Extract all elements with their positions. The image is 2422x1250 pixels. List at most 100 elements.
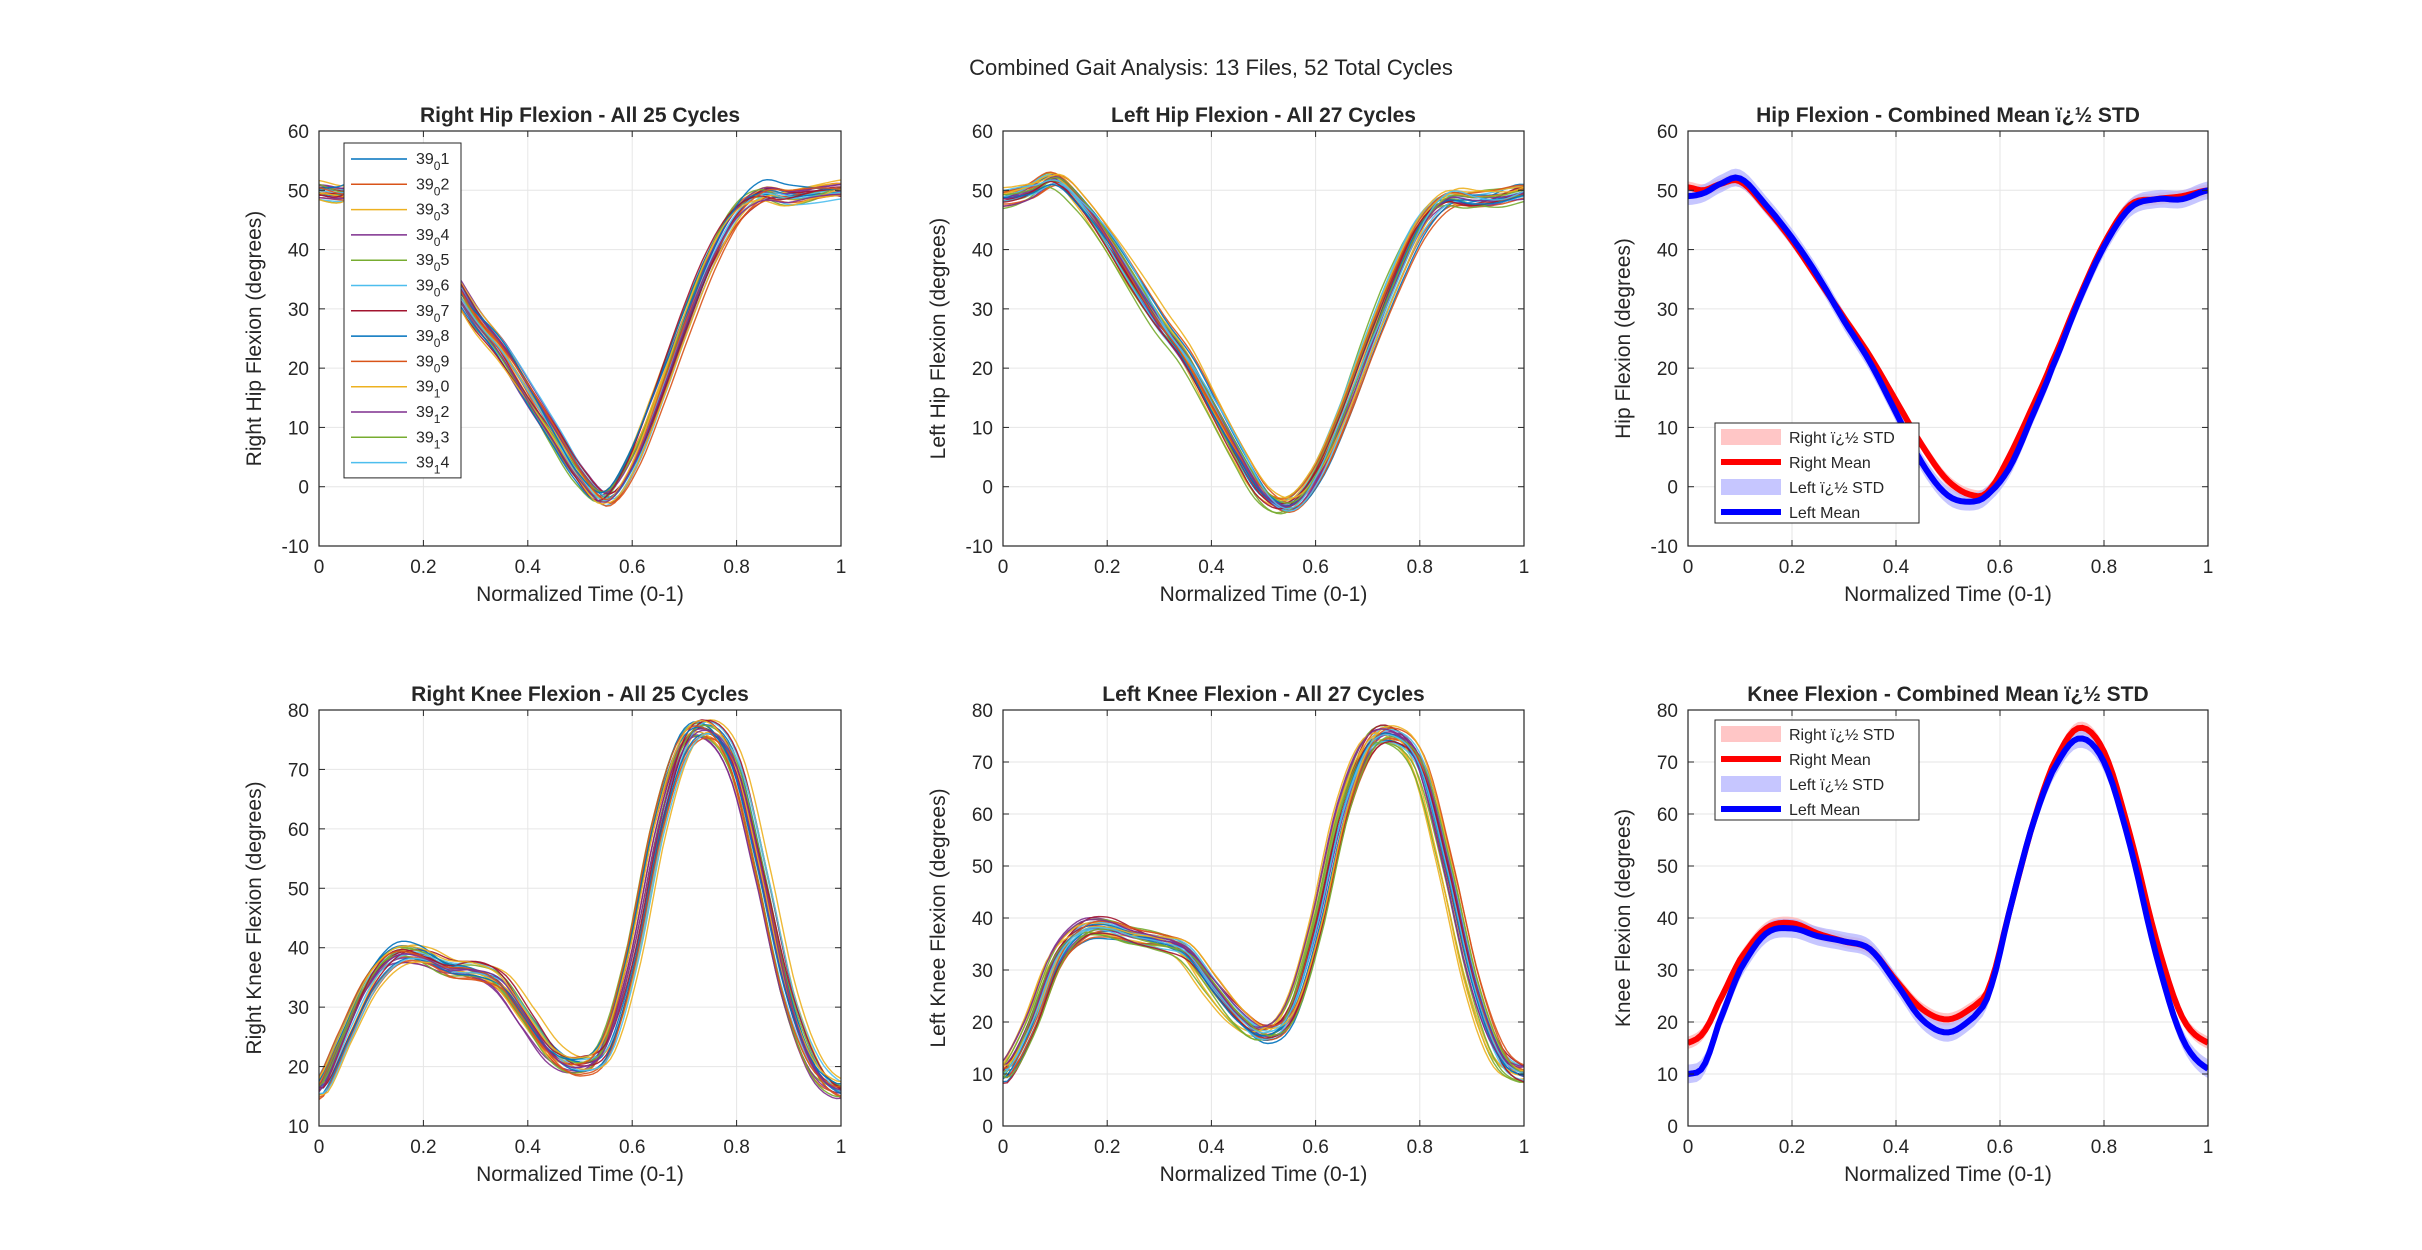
y-tick-label: 30 xyxy=(1657,961,1678,982)
legend-label: 3910 xyxy=(416,379,449,401)
y-tick-label: 40 xyxy=(1657,241,1678,262)
x-tick-label: 0.8 xyxy=(1407,1137,1433,1158)
y-tick-label: 30 xyxy=(972,300,993,321)
legend-label: Right Mean xyxy=(1789,752,1871,769)
y-tick-label: 30 xyxy=(1657,300,1678,321)
x-tick-label: 1 xyxy=(836,557,847,578)
y-tick-label: 10 xyxy=(972,1065,993,1086)
x-tick-label: 0.8 xyxy=(723,557,749,578)
x-tick-label: 0.4 xyxy=(515,1137,542,1158)
x-axis-label: Normalized Time (0-1) xyxy=(476,1163,684,1186)
x-tick-label: 0.8 xyxy=(2091,557,2117,578)
y-tick-label: 60 xyxy=(972,122,993,143)
y-tick-label: -10 xyxy=(282,537,309,558)
y-tick-label: 20 xyxy=(288,359,309,380)
y-tick-label: 70 xyxy=(1657,753,1678,774)
legend-label: 3909 xyxy=(416,353,449,375)
y-tick-label: 40 xyxy=(972,909,993,930)
x-tick-label: 0.2 xyxy=(1094,1137,1120,1158)
subplot-title: Right Hip Flexion - All 25 Cycles xyxy=(420,104,740,127)
y-tick-label: 20 xyxy=(972,1013,993,1034)
legend-label: 3908 xyxy=(416,328,449,350)
cycle-line xyxy=(319,719,841,1083)
legend-label: 3905 xyxy=(416,252,449,274)
x-axis-label: Normalized Time (0-1) xyxy=(1844,583,2052,606)
x-tick-label: 1 xyxy=(1519,1137,1530,1158)
y-tick-label: 10 xyxy=(288,1117,309,1138)
y-tick-label: 40 xyxy=(972,241,993,262)
y-tick-label: 50 xyxy=(288,879,309,900)
x-tick-label: 0.8 xyxy=(723,1137,749,1158)
x-tick-label: 0.2 xyxy=(410,1137,436,1158)
y-tick-label: 60 xyxy=(972,805,993,826)
x-tick-label: 0.4 xyxy=(515,557,542,578)
y-tick-label: -10 xyxy=(966,537,993,558)
y-tick-label: 30 xyxy=(972,961,993,982)
y-tick-label: 0 xyxy=(982,1117,993,1138)
data-layer xyxy=(319,719,841,1101)
legend-label: Right ï¿½ STD xyxy=(1789,430,1895,447)
subplot-title: Right Knee Flexion - All 25 Cycles xyxy=(411,683,749,706)
cycle-line xyxy=(1003,728,1524,1067)
y-axis-label: Left Hip Flexion (degrees) xyxy=(927,218,950,460)
y-tick-label: 80 xyxy=(288,701,309,722)
x-tick-label: 0.6 xyxy=(619,1137,645,1158)
y-tick-label: 0 xyxy=(298,478,309,499)
legend-label: Left Mean xyxy=(1789,802,1860,819)
legend-label: 3913 xyxy=(416,429,449,451)
x-tick-label: 0.2 xyxy=(1779,557,1805,578)
y-tick-label: 30 xyxy=(288,300,309,321)
y-tick-label: 20 xyxy=(972,359,993,380)
x-tick-label: 1 xyxy=(836,1137,847,1158)
cycle-line xyxy=(1003,740,1524,1084)
y-tick-label: 60 xyxy=(288,820,309,841)
y-tick-label: 70 xyxy=(972,753,993,774)
x-tick-label: 0 xyxy=(998,1137,1009,1158)
x-axis-label: Normalized Time (0-1) xyxy=(1160,583,1368,606)
legend: Right ï¿½ STD Right Mean Left ï¿½ STD Left … xyxy=(1714,422,1920,524)
y-tick-label: 60 xyxy=(1657,122,1678,143)
subplot-title: Left Hip Flexion - All 27 Cycles xyxy=(1111,104,1416,127)
legend-label: 3907 xyxy=(416,303,449,325)
x-tick-label: 0 xyxy=(1683,1137,1694,1158)
y-tick-label: 50 xyxy=(1657,857,1678,878)
axes-box xyxy=(318,130,842,547)
x-tick-label: 0 xyxy=(998,557,1009,578)
y-tick-label: 20 xyxy=(1657,359,1678,380)
y-tick-label: 50 xyxy=(288,181,309,202)
y-tick-label: 0 xyxy=(982,478,993,499)
y-axis-label: Left Knee Flexion (degrees) xyxy=(927,788,950,1047)
legend-label: 3914 xyxy=(416,455,449,477)
cycle-line xyxy=(1003,179,1524,510)
y-tick-label: 20 xyxy=(288,1058,309,1079)
legend-label: Left ï¿½ STD xyxy=(1789,480,1884,497)
x-tick-label: 1 xyxy=(1519,557,1530,578)
x-tick-label: 0.2 xyxy=(1779,1137,1805,1158)
y-tick-label: 60 xyxy=(288,122,309,143)
data-layer xyxy=(319,170,841,507)
legend-swatch xyxy=(1721,776,1781,792)
y-tick-label: 80 xyxy=(1657,701,1678,722)
cycle-line xyxy=(319,725,841,1088)
legend: Right ï¿½ STD Right Mean Left ï¿½ STD Left … xyxy=(1714,719,1920,821)
y-tick-label: 50 xyxy=(972,181,993,202)
axes-box xyxy=(1002,130,1525,547)
y-tick-label: 40 xyxy=(288,241,309,262)
y-tick-label: 10 xyxy=(288,418,309,439)
x-tick-label: 0.6 xyxy=(1987,1137,2013,1158)
x-tick-label: 0.8 xyxy=(1407,557,1433,578)
x-tick-label: 0.6 xyxy=(619,557,645,578)
x-tick-label: 0.4 xyxy=(1198,557,1225,578)
y-tick-label: 20 xyxy=(1657,1013,1678,1034)
x-tick-label: 0 xyxy=(314,1137,325,1158)
legend-label: 3904 xyxy=(416,227,449,249)
legend-label: 3912 xyxy=(416,404,449,426)
legend-label: Right ï¿½ STD xyxy=(1789,727,1895,744)
legend-label: 3906 xyxy=(416,278,449,300)
left-mean-line xyxy=(1688,735,2208,1077)
